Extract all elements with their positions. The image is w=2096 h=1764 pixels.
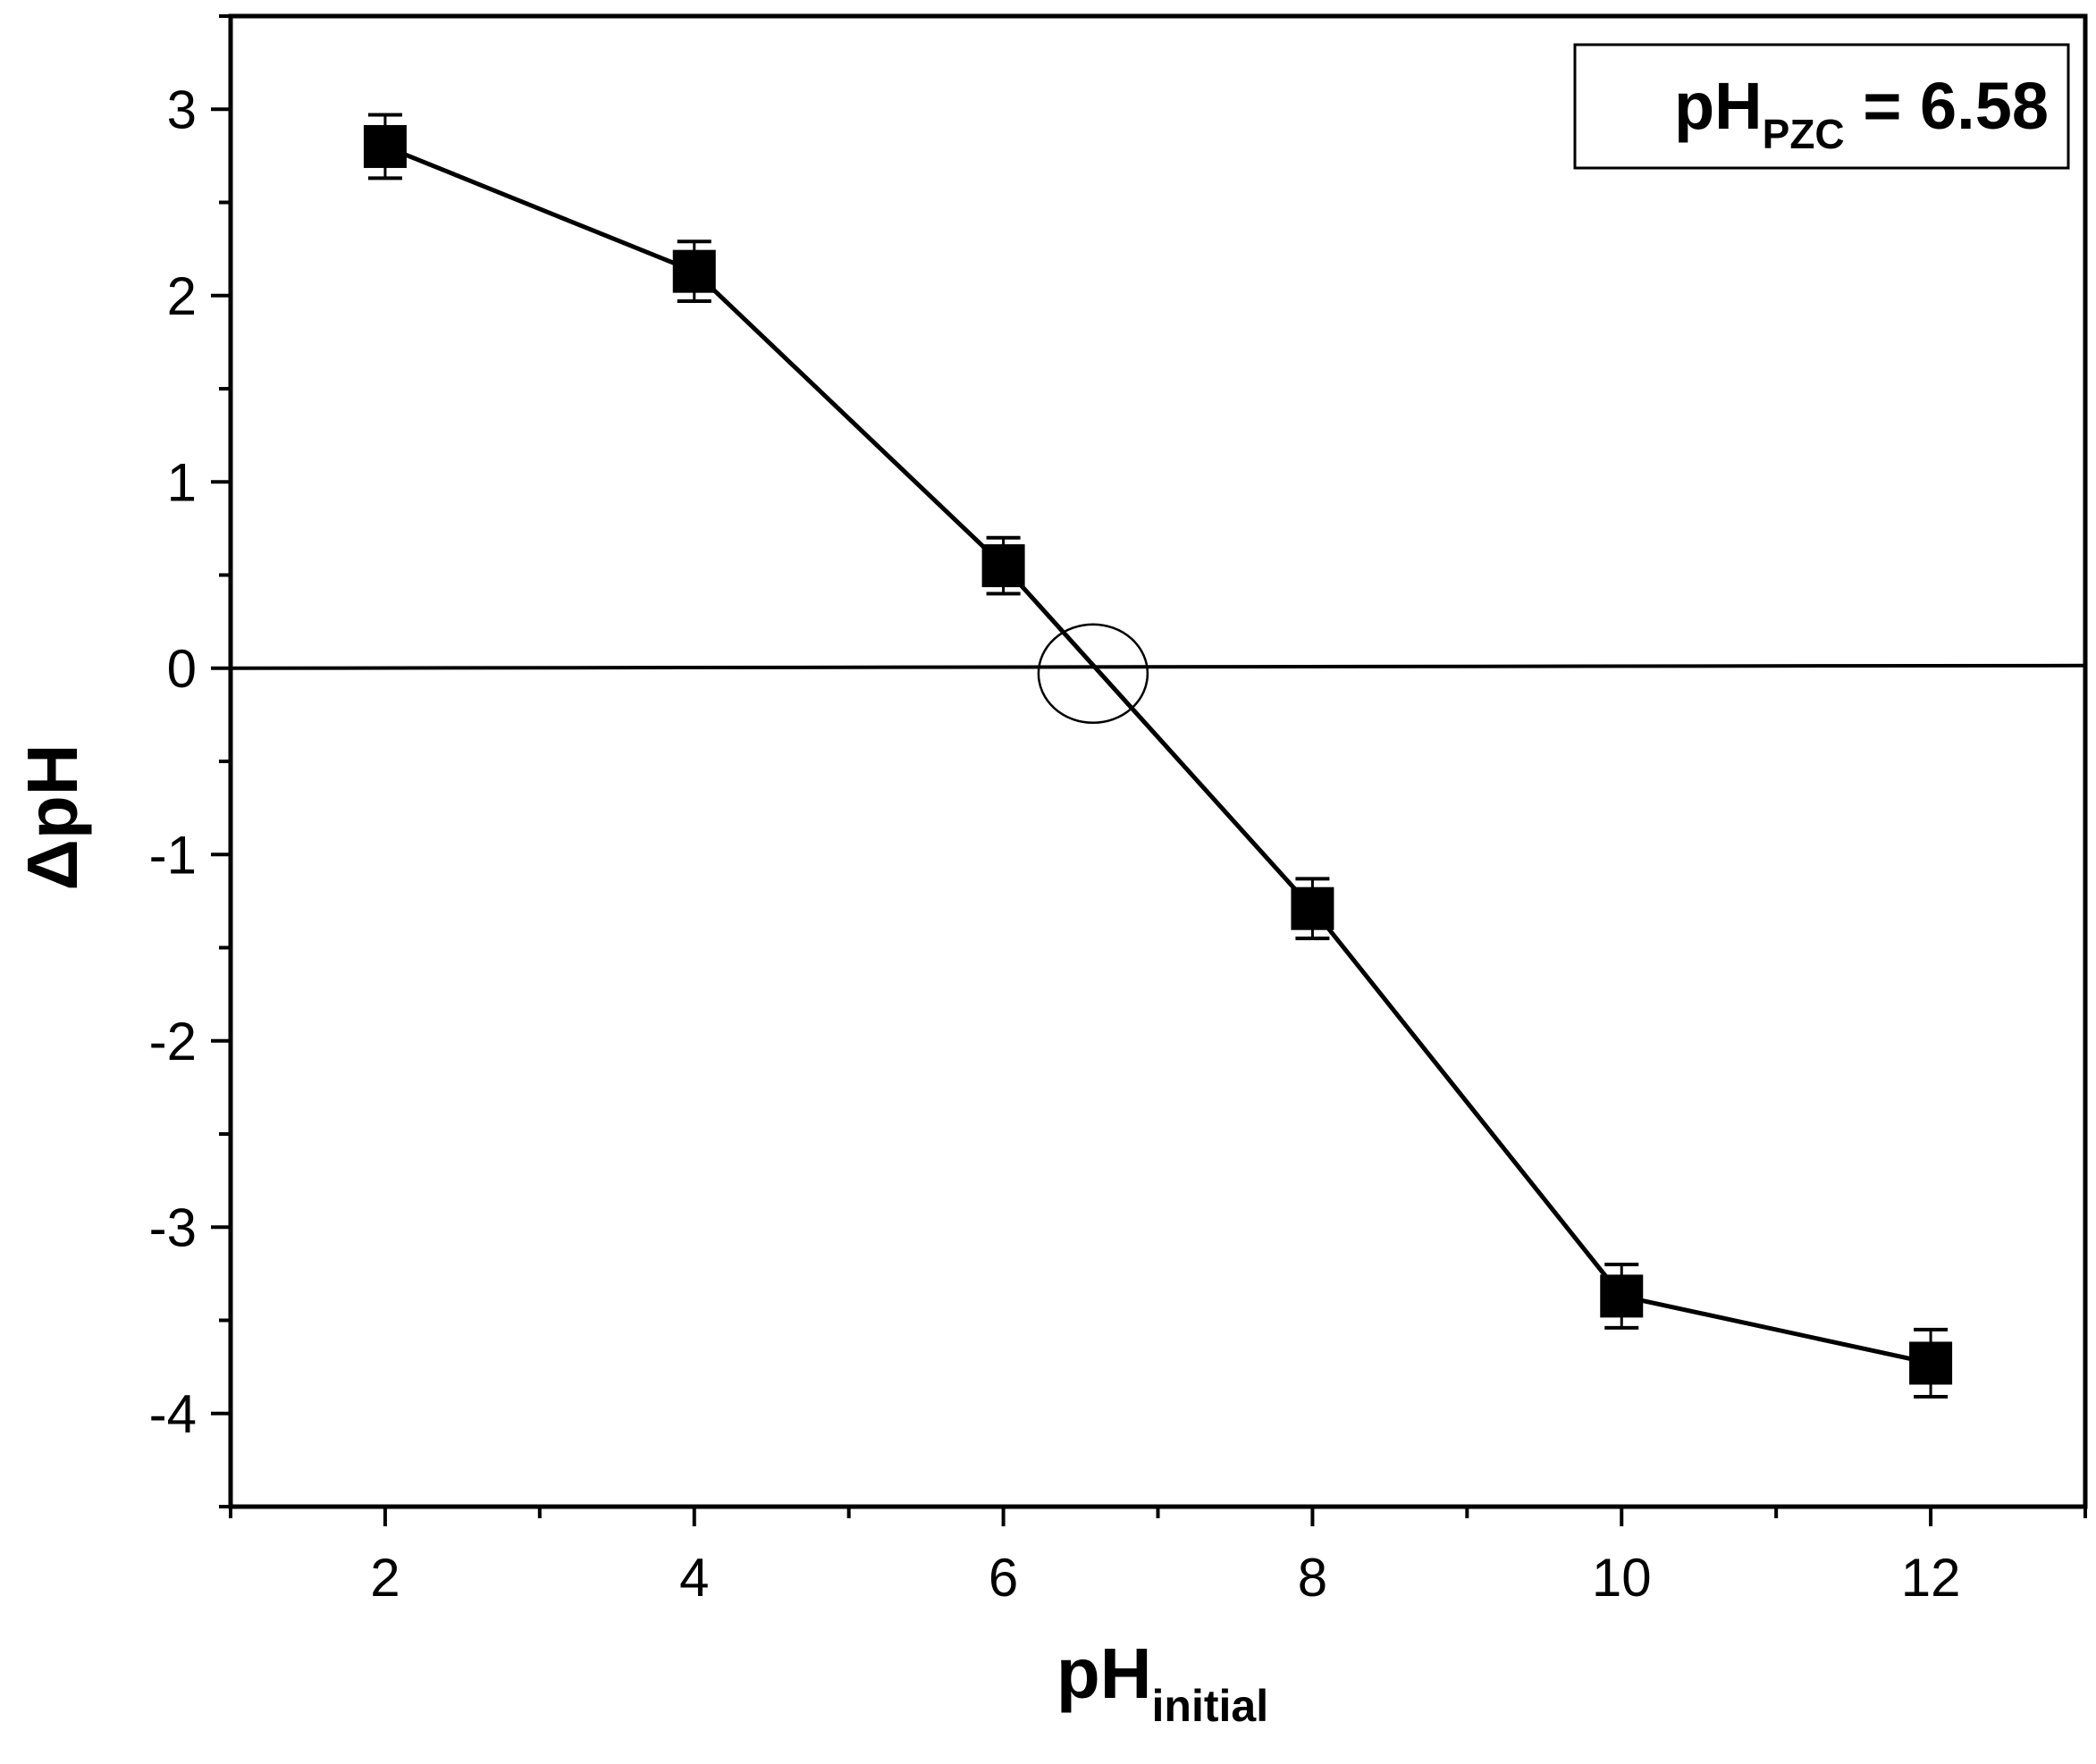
y-tick-label: 1 xyxy=(167,452,197,512)
data-point-marker xyxy=(981,544,1025,588)
data-point-marker xyxy=(1600,1274,1644,1318)
data-point-marker xyxy=(363,124,407,168)
y-tick-label: 2 xyxy=(167,266,197,326)
y-tick-label: -4 xyxy=(149,1384,197,1444)
data-point-marker xyxy=(1291,886,1334,930)
x-tick-label: 2 xyxy=(370,1548,400,1608)
y-axis-title: ΔpH xyxy=(13,743,92,890)
pzc-highlight-circle xyxy=(1037,623,1149,724)
annotation-box xyxy=(1573,43,2070,170)
data-point-marker xyxy=(1909,1341,1953,1385)
annotation-text: pHPZC = 6.58 xyxy=(1674,69,2049,157)
y-tick-label: 0 xyxy=(167,639,197,699)
x-tick-label: 10 xyxy=(1592,1548,1652,1608)
y-tick-label: -2 xyxy=(149,1012,197,1071)
x-tick-label: 6 xyxy=(989,1548,1018,1608)
y-tick-label: 3 xyxy=(167,80,197,139)
x-axis-title: pHinitial xyxy=(1056,1634,1268,1731)
series-line xyxy=(383,144,1932,1365)
zero-reference-line xyxy=(230,663,2086,670)
y-tick-label: -3 xyxy=(149,1197,197,1257)
x-tick-label: 8 xyxy=(1298,1548,1327,1608)
data-layer xyxy=(230,113,2086,1399)
y-tick-label: -1 xyxy=(149,825,197,885)
axes-layer xyxy=(211,13,2088,1526)
x-tick-label: 12 xyxy=(1901,1548,1961,1608)
data-point-marker xyxy=(672,249,716,293)
x-tick-label: 4 xyxy=(679,1548,709,1608)
